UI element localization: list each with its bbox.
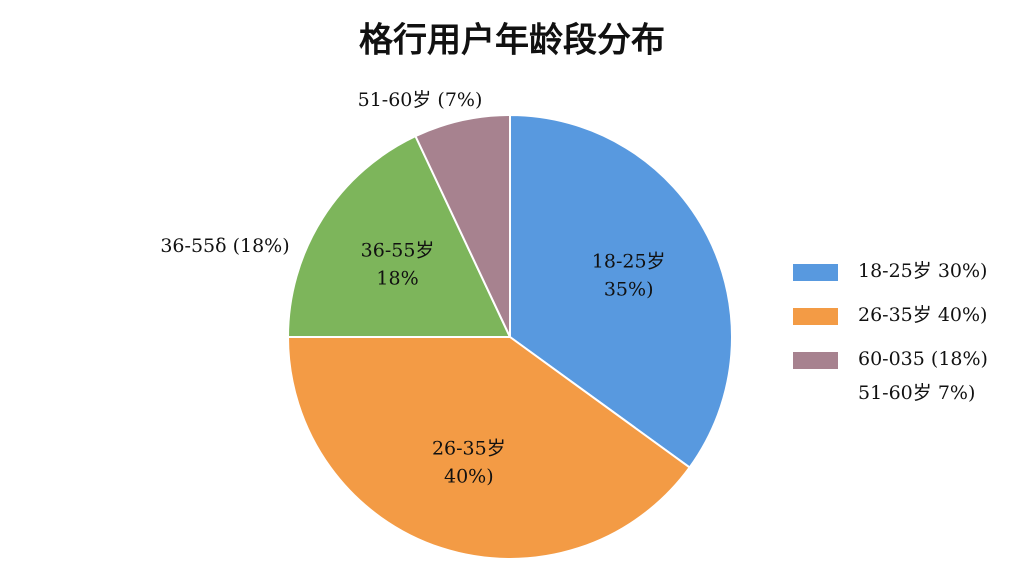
slice-label: 18-25岁 [592, 251, 666, 273]
slice-label: 36-55岁 [361, 240, 435, 262]
chart-title: 格行用户年龄段分布 [359, 21, 665, 61]
slice-label: 26-35岁 [432, 438, 506, 460]
legend-label: 60-035 (18%) [858, 348, 988, 370]
annotation: 51-60岁 (7%) [358, 89, 483, 111]
pie-slice [286, 134, 512, 338]
legend-swatch [793, 264, 838, 281]
legend-swatch [793, 352, 838, 369]
legend-swatch [793, 308, 838, 325]
pie-slice [286, 336, 691, 560]
legend-label: 18-25岁 30%) [858, 260, 987, 282]
value-label: 18% [376, 268, 418, 290]
value-label: 35%) [604, 279, 654, 301]
value-label: 40%) [444, 466, 494, 488]
legend-label: 26-35岁 40%) [858, 304, 987, 326]
annotation: 36-55δ (18%) [160, 235, 289, 257]
pie-slice [414, 113, 511, 338]
pie-slice [509, 113, 733, 469]
legend-label: 51-60岁 7%) [858, 382, 975, 404]
